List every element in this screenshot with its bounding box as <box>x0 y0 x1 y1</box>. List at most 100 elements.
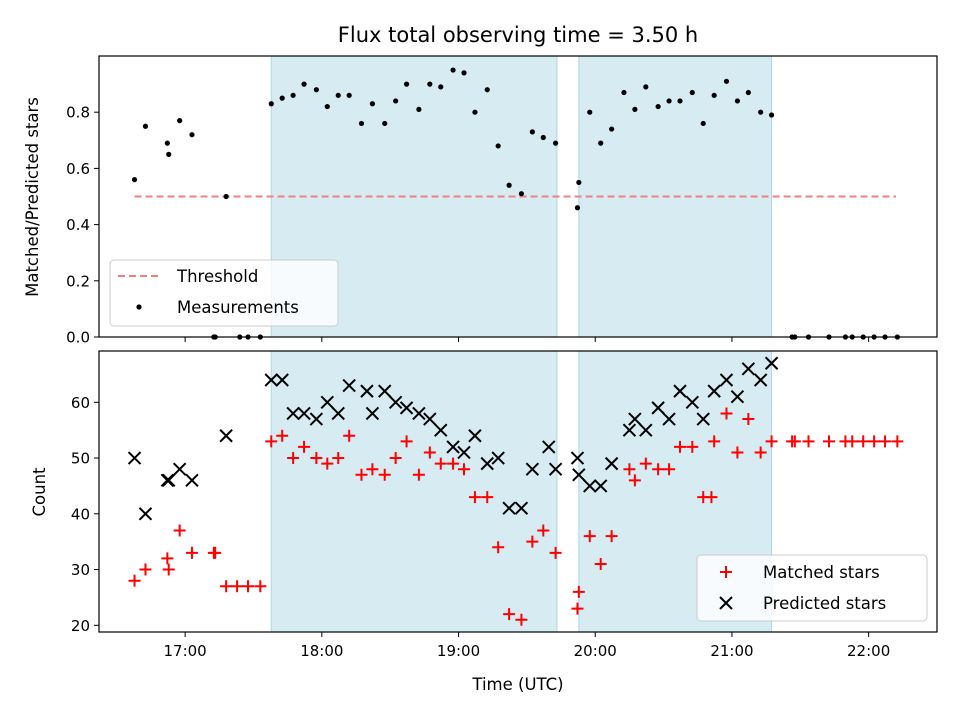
x-tick-label: 19:00 <box>437 642 480 660</box>
x-tick-label: 18:00 <box>300 642 343 660</box>
predicted-star-marker <box>138 507 153 521</box>
matched-star-marker <box>468 491 481 504</box>
predicted-star-marker <box>604 456 619 471</box>
measurements-legend-swatch <box>136 304 142 310</box>
matched-star-marker <box>139 563 152 576</box>
bottom-axes-frame <box>98 350 938 633</box>
matched-star-marker <box>458 463 471 476</box>
measurement-point <box>689 89 695 96</box>
predicted-star-marker <box>639 423 653 437</box>
matched-star-marker <box>209 546 222 559</box>
matched-star-marker <box>663 463 676 476</box>
measurement-point <box>416 106 422 112</box>
predicted-star-marker <box>622 423 637 437</box>
top-legend-box <box>109 259 339 327</box>
matched-star-marker <box>857 435 870 448</box>
matched-star-marker <box>447 457 460 470</box>
measurement-point <box>484 87 490 93</box>
measurement-point <box>587 109 593 115</box>
measurement-point <box>164 140 170 146</box>
top-axes-frame <box>98 55 938 338</box>
matched-star-marker <box>686 440 699 453</box>
x-tick-label: 20:00 <box>574 642 617 660</box>
measurement-point <box>223 193 229 200</box>
y-tick-label: 0.0 <box>66 329 90 347</box>
predicted-star-marker <box>502 501 516 515</box>
matched-star-marker <box>605 530 618 543</box>
predicted-star-marker <box>514 501 529 515</box>
matched-star-marker <box>161 552 174 565</box>
measurement-point <box>632 106 638 112</box>
predicted-star-marker <box>309 412 324 426</box>
matched-star-marker <box>366 463 379 476</box>
measurement-point <box>576 179 582 186</box>
matched-star-marker <box>652 463 665 476</box>
predicted-star-marker <box>378 384 392 398</box>
measurement-point <box>313 87 319 93</box>
measurement-point <box>574 205 581 211</box>
top-panel: 0.00.20.40.60.8 Matched/Predicted stars … <box>23 55 938 347</box>
predicted-star-marker <box>342 378 356 393</box>
predicted-star-marker <box>185 473 199 488</box>
measurement-point <box>346 92 352 98</box>
predicted-star-marker <box>399 401 414 415</box>
x-tick-label: 17:00 <box>164 642 207 660</box>
measurement-point <box>177 118 183 124</box>
measurement-point <box>369 101 376 107</box>
y-tick-label: 0.8 <box>66 104 90 122</box>
matched-star-marker <box>162 563 175 576</box>
matched-star-marker <box>287 452 300 465</box>
matched-star-marker <box>731 446 744 459</box>
predicted-star-marker <box>572 468 586 482</box>
measurement-point <box>529 129 535 135</box>
predicted-star-marker <box>753 373 768 387</box>
predicted-star-marker <box>423 412 437 426</box>
matched-star-marker <box>492 541 505 554</box>
bottom-x-ticks: 17:00 18:00 19:00 20:00 21:00 22:00 <box>164 632 890 660</box>
top-y-axis-label: Matched/Predicted stars <box>23 97 42 297</box>
matched-star-marker <box>254 580 267 593</box>
predicted-star-marker <box>219 429 233 443</box>
measurement-point <box>540 134 546 141</box>
matched-star-marker <box>389 452 402 465</box>
measurement-point <box>700 120 706 127</box>
y-tick-label: 60 <box>71 394 90 412</box>
predicted-star-marker <box>685 395 700 410</box>
matched-star-marker <box>754 446 767 459</box>
y-tick-label: 20 <box>71 617 90 635</box>
y-tick-label: 0.4 <box>66 216 90 234</box>
predicted-star-marker <box>446 440 460 454</box>
measurement-point <box>450 67 456 73</box>
measurement-point <box>461 70 467 76</box>
matched-star-marker <box>321 457 334 470</box>
matched-star-marker <box>879 435 892 448</box>
measurement-point <box>382 120 388 127</box>
predicted-star-marker <box>172 462 187 476</box>
matched-star-marker <box>720 407 733 420</box>
matched-star-marker <box>265 435 278 448</box>
matched-star-marker <box>673 440 686 453</box>
measurement-point <box>768 112 775 118</box>
matched-star-marker <box>823 435 836 448</box>
measurement-point <box>711 92 717 98</box>
bottom-legend-box <box>696 554 928 622</box>
predicted-star-marker <box>651 401 665 415</box>
predicted-star-marker <box>286 406 300 421</box>
measurement-point <box>506 182 512 188</box>
predicted-star-marker <box>548 462 563 476</box>
predicted-star-marker <box>583 479 597 493</box>
measurement-point <box>472 109 478 115</box>
matched-star-marker <box>788 435 801 448</box>
y-tick-label: 0.2 <box>66 272 90 290</box>
predicted-star-marker <box>593 479 608 493</box>
matched-star-marker <box>378 468 391 481</box>
matched-legend-swatch <box>720 566 732 578</box>
predicted-legend-swatch <box>719 596 733 610</box>
measurement-point <box>745 89 751 96</box>
matched-star-marker <box>231 580 244 593</box>
predicted-star-marker <box>434 423 448 437</box>
matched-star-marker <box>549 546 562 559</box>
matched-star-marker <box>742 413 755 426</box>
matched-star-marker <box>355 468 368 481</box>
matched-star-marker <box>628 474 641 487</box>
